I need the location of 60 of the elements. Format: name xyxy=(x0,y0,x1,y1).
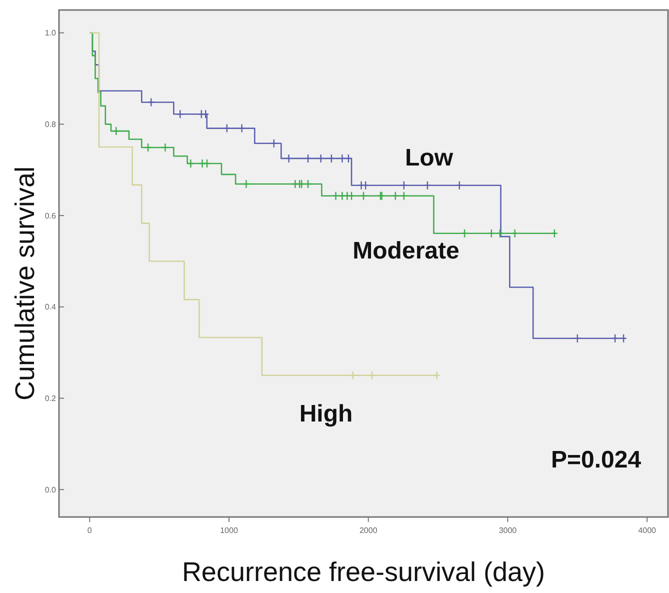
x-tick-label: 2000 xyxy=(359,526,378,535)
point xyxy=(344,191,351,200)
x-tick-label: 4000 xyxy=(638,526,657,535)
x-tick-label: 0 xyxy=(87,526,92,535)
point xyxy=(198,158,206,168)
x-tick-label: 1000 xyxy=(220,526,238,535)
point xyxy=(611,334,619,344)
x-axis-title: Recurrence free-survival (day) xyxy=(182,557,546,587)
point xyxy=(496,228,504,238)
point xyxy=(368,370,376,380)
point xyxy=(511,228,518,238)
point xyxy=(358,180,365,190)
point xyxy=(203,158,211,168)
point xyxy=(400,191,408,200)
point xyxy=(242,179,250,189)
point xyxy=(574,334,582,344)
point xyxy=(456,180,463,190)
point xyxy=(400,180,408,190)
point xyxy=(198,110,206,119)
y-tick-label: 0.4 xyxy=(44,302,57,312)
point xyxy=(292,179,299,189)
point xyxy=(144,142,152,152)
point xyxy=(317,154,324,164)
series-label: Moderate xyxy=(352,237,460,264)
point xyxy=(176,110,184,119)
point xyxy=(460,228,468,238)
point xyxy=(202,110,210,119)
point xyxy=(348,191,356,200)
point xyxy=(112,126,120,136)
y-axis-title: Cumulative survival xyxy=(10,166,40,401)
point xyxy=(328,154,336,164)
y-tick-label: 0.6 xyxy=(44,211,57,220)
point xyxy=(332,191,340,200)
point xyxy=(223,124,231,133)
point xyxy=(162,142,169,152)
y-tick-label: 0.8 xyxy=(44,120,57,129)
series-label: High xyxy=(299,400,353,428)
point xyxy=(187,158,194,168)
y-tick-label: 0.2 xyxy=(44,394,57,404)
y-tick-label: 0.0 xyxy=(44,485,57,494)
point xyxy=(424,180,432,190)
y-tick-label: 1.0 xyxy=(44,28,57,38)
point xyxy=(270,138,278,148)
point xyxy=(392,191,400,200)
point xyxy=(349,370,356,380)
point xyxy=(344,154,352,164)
point xyxy=(338,154,346,164)
point xyxy=(285,154,292,164)
point xyxy=(298,179,306,189)
point xyxy=(304,179,312,189)
point xyxy=(148,98,155,107)
point xyxy=(488,228,496,238)
point xyxy=(360,191,368,200)
point xyxy=(304,154,312,164)
point xyxy=(362,180,370,190)
point xyxy=(238,124,246,133)
series-label: Low xyxy=(405,144,454,172)
x-tick-label: 3000 xyxy=(498,526,518,535)
point xyxy=(338,191,346,200)
annotation: P=0.024 xyxy=(550,446,642,474)
